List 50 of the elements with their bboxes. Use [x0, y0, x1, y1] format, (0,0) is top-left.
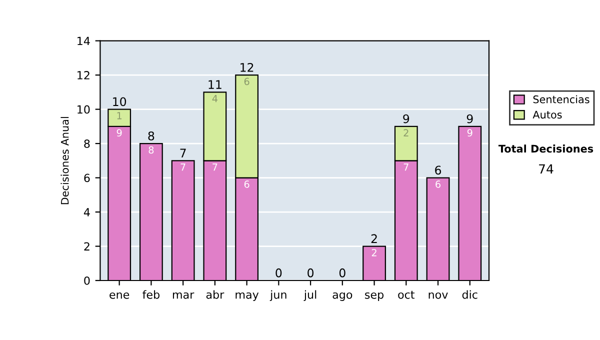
y-tick-label: 4	[84, 208, 90, 216]
data-label: 2	[404, 129, 408, 136]
data-label: 7	[212, 164, 218, 171]
data-label: 6	[244, 78, 250, 86]
total-label: 11	[208, 80, 222, 89]
data-label: 6	[244, 180, 250, 188]
data-label: 8	[148, 146, 154, 154]
y-tick-label: 0	[84, 276, 90, 285]
total-label: 9	[403, 114, 410, 124]
data-label: 9	[467, 129, 472, 136]
total-label: 2	[371, 234, 377, 243]
total-label: 0	[339, 268, 346, 278]
text: Total Decisiones	[498, 144, 594, 153]
x-tick-label: oct	[398, 290, 415, 299]
x-tick-label: feb	[142, 290, 160, 299]
total-label: 6	[435, 166, 442, 175]
x-tick-label: may	[236, 292, 259, 301]
x-tick-label: mar	[172, 292, 194, 299]
data-label: 6	[436, 180, 440, 188]
total-label: 10	[113, 97, 126, 106]
total-label: 8	[148, 131, 154, 140]
x-tick-label: ago	[332, 292, 352, 301]
x-tick-label: dic	[462, 290, 478, 299]
data-label: 7	[404, 164, 408, 171]
x-tick-label: nov	[428, 292, 448, 299]
x-tick-label: ene	[110, 292, 130, 299]
x-tick-label: sep	[365, 292, 384, 301]
x-tick-label: jul	[304, 290, 316, 301]
total-label: 9	[466, 114, 473, 124]
total-label: 12	[240, 62, 254, 72]
y-tick-label: 12	[78, 71, 90, 80]
y-tick-label: 2	[84, 242, 90, 250]
text: 74	[539, 164, 554, 174]
total-label: 0	[308, 268, 314, 278]
y-tick-label: 10	[78, 105, 90, 114]
legend-label: Autos	[532, 110, 562, 119]
y-tick-label: 8	[84, 140, 90, 148]
data-label: 4	[212, 95, 218, 102]
y-tick-label: 6	[84, 174, 90, 182]
total-label: 7	[180, 148, 186, 158]
data-label: 7	[180, 164, 186, 171]
total-label: 0	[276, 268, 282, 278]
y-axis-title: Decisiones Anual	[60, 117, 69, 204]
y-tick-label: 14	[78, 36, 90, 46]
data-label: 2	[372, 248, 376, 256]
data-label: 9	[116, 129, 122, 136]
legend-label: Sentencias	[533, 95, 590, 104]
x-tick-label: abr	[206, 290, 224, 299]
data-label: 1	[117, 112, 122, 120]
x-tick-label: jun	[270, 290, 286, 301]
